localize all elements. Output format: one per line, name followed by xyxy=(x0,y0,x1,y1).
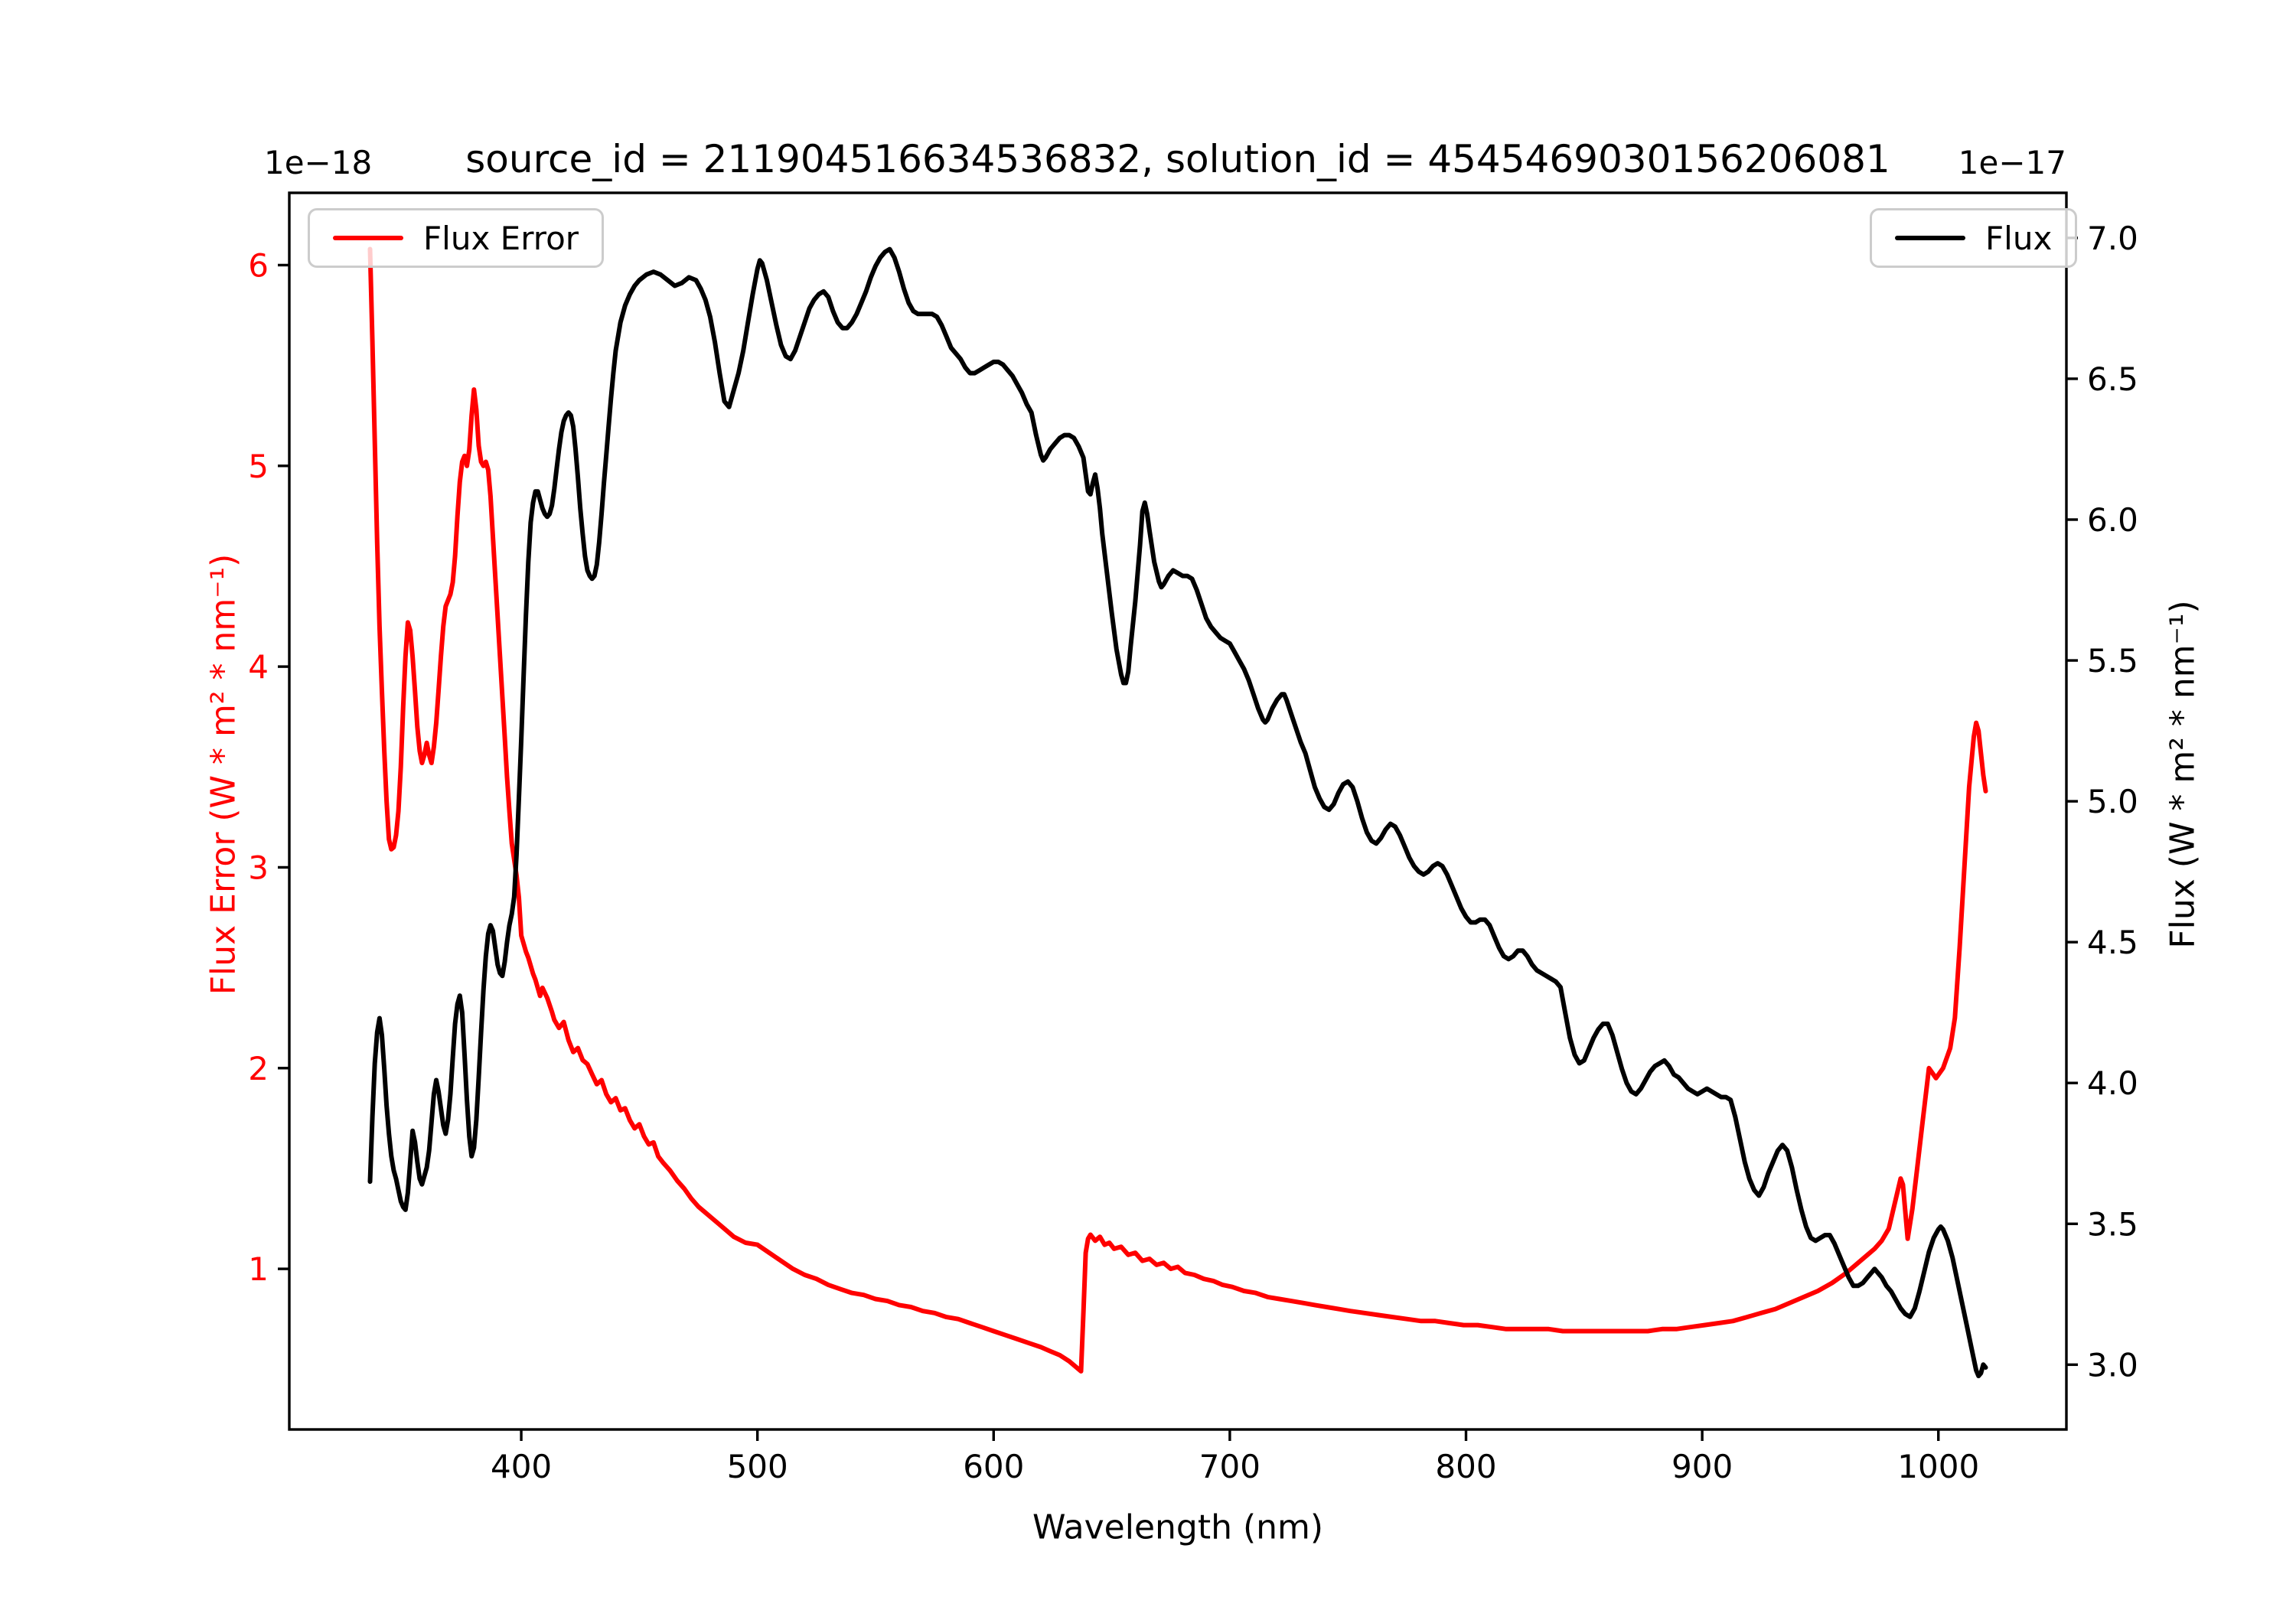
right-y-tick-label-3.0: 3.0 xyxy=(2087,1346,2138,1384)
flux-error-legend-label: Flux Error xyxy=(423,219,579,257)
left-y-tick-label-4: 4 xyxy=(248,648,269,686)
x-tick-label-1000: 1000 xyxy=(1897,1448,1979,1485)
x-tick-label-700: 700 xyxy=(1199,1448,1261,1485)
axes-frame xyxy=(288,191,2068,1431)
right-y-tick-label-6.5: 6.5 xyxy=(2087,360,2138,398)
legend-flux: Flux xyxy=(1870,208,2078,268)
right-y-tick-label-7.0: 7.0 xyxy=(2087,220,2138,257)
x-tick-label-500: 500 xyxy=(727,1448,788,1485)
x-tick-label-800: 800 xyxy=(1435,1448,1496,1485)
x-tick-label-400: 400 xyxy=(491,1448,552,1485)
chart-title: source_id = 211904516634536832, solution… xyxy=(465,137,1890,181)
right-y-tick-label-5.5: 5.5 xyxy=(2087,642,2138,680)
left-y-tick-label-3: 3 xyxy=(248,849,269,886)
right-y-tick-label-4.0: 4.0 xyxy=(2087,1064,2138,1102)
left-axis-offset-text: 1e−18 xyxy=(264,144,373,181)
left-y-axis-label: Flux Error (W * m² * nm⁻¹) xyxy=(204,553,243,996)
series-line-flux xyxy=(367,246,1988,1379)
right-y-tick-label-5.0: 5.0 xyxy=(2087,783,2138,820)
right-y-tick-label-6.0: 6.0 xyxy=(2087,501,2138,539)
x-axis-label: Wavelength (nm) xyxy=(1032,1508,1324,1547)
right-axis-offset-text: 1e−17 xyxy=(1958,144,2066,181)
right-y-tick-label-3.5: 3.5 xyxy=(2087,1205,2138,1243)
flux-legend-label: Flux xyxy=(1985,219,2053,257)
right-y-axis-label: Flux (W * m² * nm⁻¹) xyxy=(2163,600,2203,949)
left-y-tick-label-1: 1 xyxy=(248,1250,269,1288)
x-tick-label-900: 900 xyxy=(1671,1448,1733,1485)
series-line-flux-error xyxy=(367,246,1988,1374)
x-tick-label-600: 600 xyxy=(963,1448,1024,1485)
flux-legend-line-icon xyxy=(1895,236,1965,240)
flux-error-legend-line-icon xyxy=(333,236,403,240)
left-y-tick-label-6: 6 xyxy=(248,246,269,284)
legend-flux-error: Flux Error xyxy=(308,208,605,268)
right-y-tick-label-4.5: 4.5 xyxy=(2087,924,2138,961)
left-y-tick-label-2: 2 xyxy=(248,1050,269,1087)
left-y-tick-label-5: 5 xyxy=(248,448,269,485)
